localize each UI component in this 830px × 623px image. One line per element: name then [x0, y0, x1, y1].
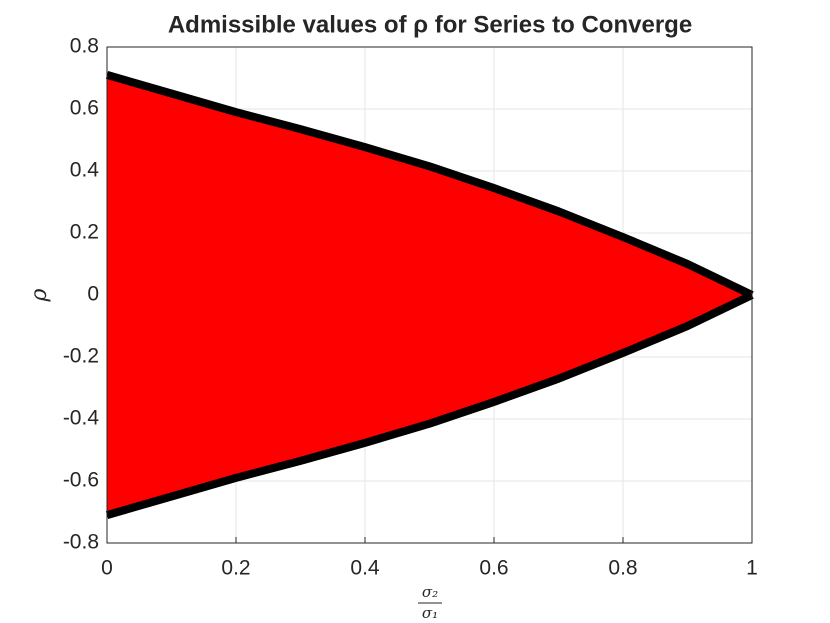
x-tick-label: 0.4 — [350, 557, 380, 580]
boundary-line — [105, 291, 754, 519]
y-axis-label: ρ — [27, 288, 52, 302]
x-tick-label: 0 — [101, 557, 113, 580]
x-tick-label: 0.8 — [608, 557, 637, 580]
x-tick-label: 1 — [746, 557, 758, 580]
y-tick-label: 0.4 — [70, 159, 100, 182]
y-tick-label: 0.8 — [70, 35, 99, 58]
chart-title: Admissible values of ρ for Series to Con… — [168, 11, 692, 38]
x-label-numerator: σ₂ — [422, 583, 438, 601]
boundary-line — [105, 71, 754, 299]
x-tick-label: 0.2 — [221, 557, 250, 580]
x-tick-label: 0.6 — [479, 557, 508, 580]
y-tick-label: 0.6 — [70, 97, 99, 120]
y-tick-label: 0.2 — [70, 221, 99, 244]
y-tick-label: -0.2 — [63, 345, 99, 368]
x-label-denominator: σ₁ — [422, 604, 438, 622]
band-fill — [107, 74, 752, 516]
y-tick-label: -0.6 — [63, 469, 99, 492]
y-tick-label: 0 — [87, 283, 99, 306]
y-tick-label: -0.4 — [63, 407, 100, 430]
y-tick-label: -0.8 — [63, 531, 99, 554]
plot-frame — [106, 46, 753, 544]
